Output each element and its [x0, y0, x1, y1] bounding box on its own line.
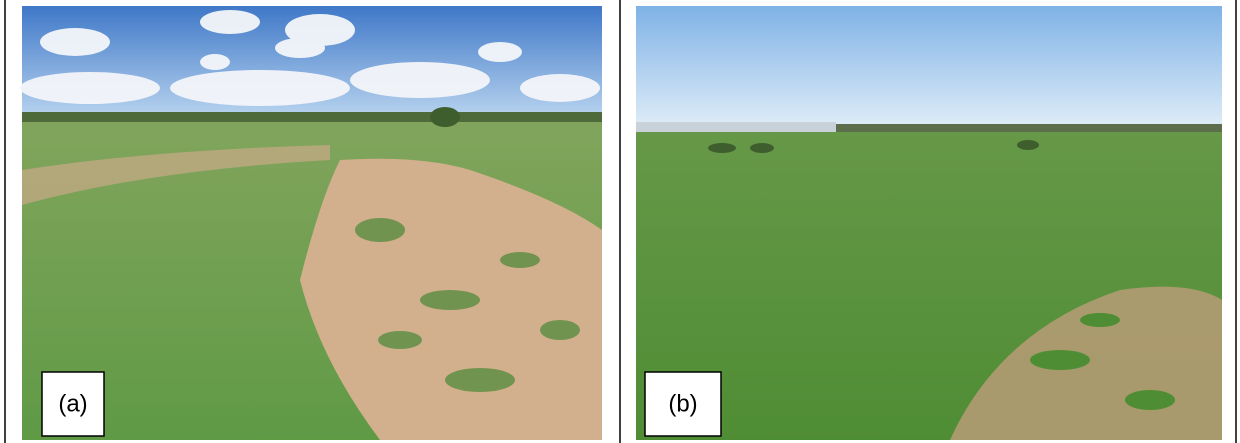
photo-b: [636, 6, 1222, 440]
label-a: (a): [42, 372, 104, 436]
photo-a: [20, 6, 602, 440]
label-b: (b): [645, 372, 721, 436]
figure: (a) (b): [0, 0, 1240, 443]
panel-label: (a): [58, 390, 87, 417]
panel-label: (b): [668, 390, 697, 417]
